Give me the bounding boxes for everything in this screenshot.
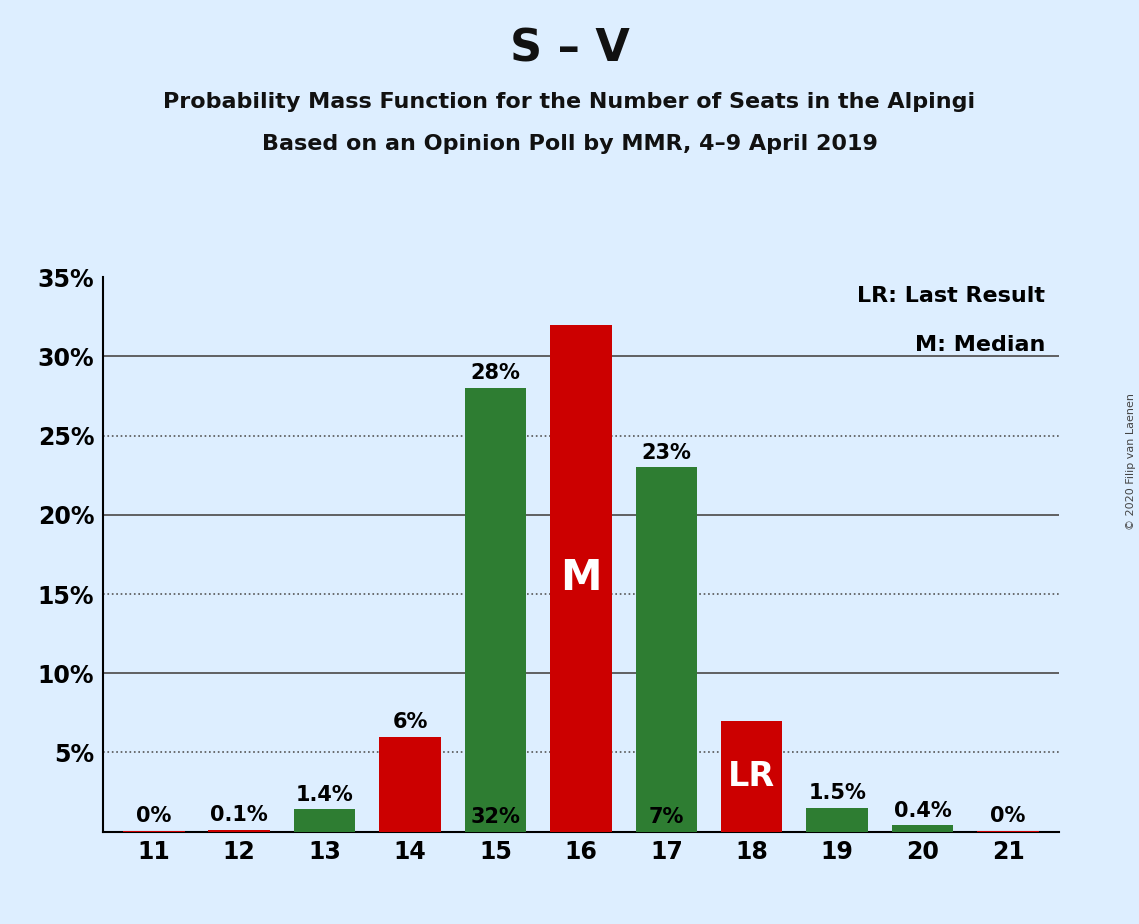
Text: M: M [560,557,601,599]
Text: 0.1%: 0.1% [211,805,268,825]
Text: 0%: 0% [990,806,1026,826]
Bar [465,388,526,832]
Bar [806,808,868,832]
Text: 6%: 6% [392,711,428,732]
Text: © 2020 Filip van Laenen: © 2020 Filip van Laenen [1125,394,1136,530]
Text: LR: Last Result: LR: Last Result [857,286,1044,306]
Text: Probability Mass Function for the Number of Seats in the Alpingi: Probability Mass Function for the Number… [163,92,976,113]
Text: S – V: S – V [509,28,630,71]
Text: 1.4%: 1.4% [296,784,353,805]
Text: 7%: 7% [648,807,685,827]
Bar [721,721,782,832]
Text: 23%: 23% [641,443,691,463]
Text: Based on an Opinion Poll by MMR, 4–9 April 2019: Based on an Opinion Poll by MMR, 4–9 Apr… [262,134,877,154]
Text: M: Median: M: Median [915,335,1044,356]
Text: LR: LR [728,760,776,793]
Bar [550,324,612,832]
Bar [208,830,270,832]
Bar [379,736,441,832]
Bar [636,468,697,832]
Text: 1.5%: 1.5% [809,783,866,803]
Bar [892,825,953,832]
Text: 0.4%: 0.4% [894,800,951,821]
Text: 32%: 32% [470,807,521,827]
Text: 28%: 28% [470,363,521,383]
Bar [294,809,355,832]
Text: 0%: 0% [136,806,172,826]
